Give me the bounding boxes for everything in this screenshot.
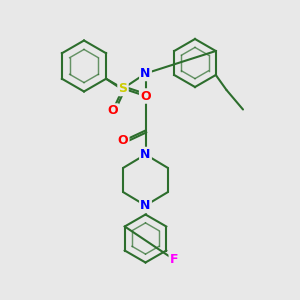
Text: N: N	[140, 199, 151, 212]
Text: F: F	[170, 253, 178, 266]
Text: S: S	[118, 82, 127, 95]
Text: O: O	[107, 104, 118, 118]
Text: N: N	[140, 67, 151, 80]
Text: O: O	[140, 89, 151, 103]
Text: N: N	[140, 148, 151, 161]
Text: O: O	[118, 134, 128, 148]
